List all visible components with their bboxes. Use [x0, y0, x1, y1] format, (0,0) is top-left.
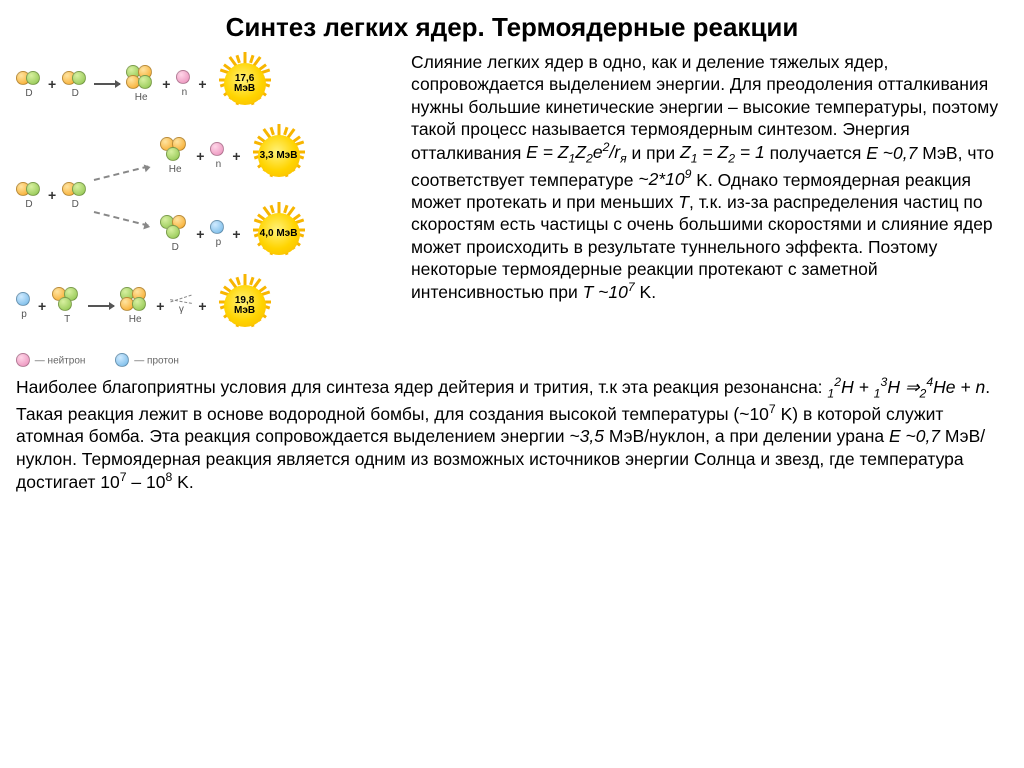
legend: — нейтрон — протон	[16, 353, 401, 369]
energy-burst-icon: 19,8 МэВ	[213, 279, 277, 333]
energy-value: 19,8 МэВ	[224, 285, 266, 327]
energy-value: 17,6 МэВ	[224, 63, 266, 105]
slide-title: Синтез легких ядер. Термоядерные реакции	[16, 12, 1008, 43]
reaction-row: D + D He + n + 17,6 МэВ	[16, 57, 401, 111]
reaction-row: D + D He + n + 3,3 МэВ D + p +	[16, 129, 401, 261]
energy-burst-icon: 3,3 МэВ	[247, 129, 311, 183]
energy-value: 3,3 МэВ	[258, 135, 300, 177]
energy-burst-icon: 17,6 МэВ	[213, 57, 277, 111]
legend-neutron: — нейтрон	[35, 356, 86, 367]
energy-value: 4,0 МэВ	[258, 213, 300, 255]
reaction-row: p + T He + γ + 19,8 МэВ	[16, 279, 401, 333]
arrow-icon	[94, 83, 120, 85]
arrow-icon	[88, 305, 114, 307]
branch-arrow-icon	[94, 175, 154, 215]
upper-section: D + D He + n + 17,6 МэВ D + D He	[16, 51, 1008, 369]
legend-proton: — протон	[134, 356, 179, 367]
reaction-diagram: D + D He + n + 17,6 МэВ D + D He	[16, 51, 401, 369]
body-text-right: Слияние легких ядер в одно, как и делени…	[411, 51, 1008, 369]
energy-burst-icon: 4,0 МэВ	[247, 207, 311, 261]
body-text-lower: Наиболее благоприятны условия для синтез…	[16, 375, 1008, 493]
